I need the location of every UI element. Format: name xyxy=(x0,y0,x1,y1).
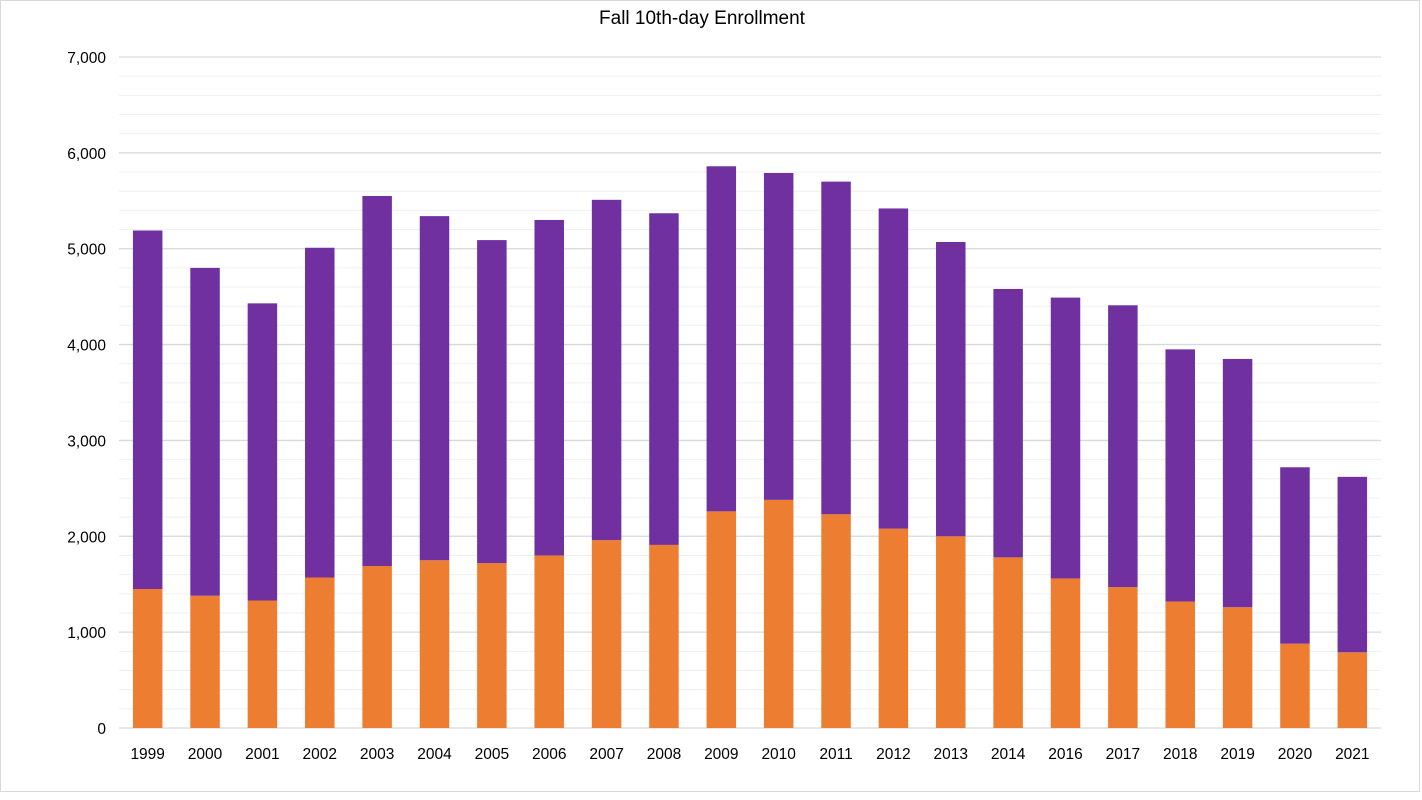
bar-upper-2008 xyxy=(649,213,679,545)
bar-upper-2009 xyxy=(706,166,737,512)
bar-lower-2006 xyxy=(534,555,564,728)
bar-lower-2011 xyxy=(821,514,851,728)
y-tick-label: 2,000 xyxy=(67,529,106,546)
x-tick-label: 2010 xyxy=(761,746,796,763)
x-tick-label: 2009 xyxy=(704,746,738,763)
bar-upper-2021 xyxy=(1337,476,1368,653)
x-tick-label: 2003 xyxy=(360,746,394,763)
y-tick-label: 7,000 xyxy=(67,50,106,67)
bar-upper-2003 xyxy=(362,195,392,567)
bar-lower-2008 xyxy=(649,544,679,728)
bar-lower-2005 xyxy=(477,563,507,728)
bar-upper-2000 xyxy=(190,267,220,596)
x-tick-label: 2000 xyxy=(188,746,223,763)
y-tick-label: 4,000 xyxy=(67,338,106,355)
x-tick-label: 2005 xyxy=(475,746,509,763)
bar-lower-2009 xyxy=(706,511,737,728)
bar-upper-2011 xyxy=(821,181,851,515)
x-tick-label: 2011 xyxy=(819,746,852,763)
bar-lower-2014 xyxy=(993,557,1023,728)
x-tick-label: 2013 xyxy=(934,746,968,763)
bar-upper-2004 xyxy=(419,216,450,561)
bar-lower-2017 xyxy=(1108,587,1138,728)
x-tick-label: 2020 xyxy=(1278,746,1313,763)
x-tick-label: 2021 xyxy=(1335,746,1369,763)
bar-lower-2013 xyxy=(936,536,966,728)
y-tick-label: 3,000 xyxy=(67,433,106,450)
bar-lower-2001 xyxy=(247,600,278,728)
chart-title: Fall 10th-day Enrollment xyxy=(599,8,806,29)
bar-upper-2001 xyxy=(247,303,278,601)
bars xyxy=(132,166,1368,728)
bar-lower-2003 xyxy=(362,566,392,728)
bar-upper-2020 xyxy=(1280,467,1310,644)
y-tick-label: 1,000 xyxy=(67,625,106,642)
x-tick-label: 2012 xyxy=(876,746,910,763)
bar-lower-2021 xyxy=(1337,652,1368,728)
bar-upper-2010 xyxy=(763,172,794,500)
x-axis-ticks: 1999 2000 2001 2002 2003 2004 2005 2006 2007 2008… xyxy=(130,746,1369,763)
bar-lower-2016 xyxy=(1050,578,1081,728)
x-tick-label: 2017 xyxy=(1106,746,1140,763)
x-tick-label: 2016 xyxy=(1048,746,1082,763)
bar-lower-2004 xyxy=(419,560,450,728)
x-tick-label: 2001 xyxy=(245,746,279,763)
bar-lower-2002 xyxy=(305,577,335,728)
bar-upper-2006 xyxy=(534,219,564,556)
x-tick-label: 2019 xyxy=(1220,746,1254,763)
bar-upper-2017 xyxy=(1108,305,1138,588)
bar-lower-1999 xyxy=(132,589,163,728)
x-tick-label: 2014 xyxy=(991,746,1026,763)
x-tick-label: 2007 xyxy=(589,746,623,763)
bar-upper-2012 xyxy=(878,208,909,529)
bar-lower-2019 xyxy=(1222,607,1253,728)
x-tick-label: 2008 xyxy=(647,746,681,763)
x-tick-label: 2018 xyxy=(1163,746,1197,763)
bar-upper-2005 xyxy=(477,240,507,564)
x-tick-label: 1999 xyxy=(130,746,164,763)
y-tick-label: 0 xyxy=(97,721,106,738)
bar-upper-2018 xyxy=(1165,349,1195,602)
bar-upper-2016 xyxy=(1050,297,1081,579)
bar-lower-2012 xyxy=(878,528,909,728)
bar-lower-2007 xyxy=(591,540,622,728)
y-tick-label: 5,000 xyxy=(67,242,106,259)
x-tick-label: 2006 xyxy=(532,746,566,763)
bar-lower-2020 xyxy=(1280,643,1310,728)
bar-lower-2010 xyxy=(763,499,794,728)
x-tick-label: 2004 xyxy=(417,746,452,763)
bar-lower-2000 xyxy=(190,595,220,728)
bar-upper-2014 xyxy=(993,288,1023,558)
bar-upper-2013 xyxy=(936,242,966,537)
bar-upper-2007 xyxy=(591,199,622,541)
y-tick-label: 6,000 xyxy=(67,146,106,163)
y-axis-ticks: 0 1,000 2,000 3,000 4,000 5,000 6,000 7,000 xyxy=(67,50,106,738)
bar-lower-2018 xyxy=(1165,601,1195,728)
bar-upper-1999 xyxy=(132,230,163,590)
x-tick-label: 2002 xyxy=(303,746,337,763)
bar-upper-2019 xyxy=(1222,358,1253,608)
bar-upper-2002 xyxy=(305,247,335,578)
